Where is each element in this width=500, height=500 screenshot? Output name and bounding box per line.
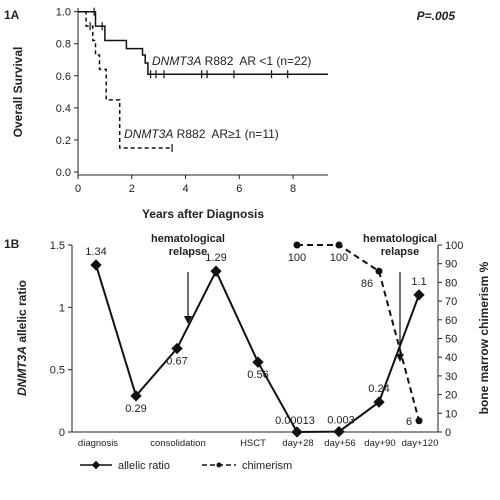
x-tick-label-1a: 2 (129, 183, 135, 195)
legend: allelic ratio chimerism (80, 460, 292, 472)
y-tick-label-1a: 1.0 (56, 7, 71, 19)
allelic-ratio-label: 0.003 (327, 415, 355, 427)
left-y-tick-label: 1 (59, 302, 65, 314)
x-tick-label-1a: 0 (75, 183, 81, 195)
y-ticks-1a: 0.0 0.2 0.4 0.6 0.8 1.0 (56, 7, 78, 179)
x-tick-label-1b: diagnosis (78, 438, 118, 449)
x-tick-labels-1b: diagnosis consolidation HSCT day+28 day+56 da… (78, 438, 438, 449)
chimerism-label: 86 (361, 278, 373, 290)
right-y-tick-label: 0 (445, 427, 451, 439)
allelic-ratio-point (90, 259, 102, 271)
allelic-ratio-label: 0.00013 (275, 415, 315, 427)
left-y-tick-label: 1.5 (50, 240, 65, 252)
y-tick-label-1a: 0.4 (56, 103, 71, 115)
chimerism-point (375, 267, 383, 275)
x-tick-label-1b: day+120 (402, 438, 439, 449)
allelic-ratio-label: 0.29 (125, 403, 146, 415)
y-tick-label-1a: 0.2 (56, 135, 71, 147)
right-y-tick-label: 20 (445, 390, 457, 402)
legend-marker-chimerism (216, 462, 222, 468)
relapse-annotation-text: hematological (363, 233, 437, 245)
chimerism-label: 100 (288, 252, 306, 264)
left-y-tick-label: 0 (59, 427, 65, 439)
x-tick-label-1a: 6 (236, 183, 242, 195)
series-lines-1b: 1.34 0.29 0.67 1.29 0.56 0.00013 0.003 0.24 1.1 1… (85, 241, 427, 438)
allelic-ratio-point (210, 265, 222, 277)
x-tick-label-1b: day+28 (282, 438, 313, 449)
right-y-tick-label: 70 (445, 296, 457, 308)
chimerism-label: 100 (330, 252, 348, 264)
allelic-ratio-point (171, 342, 183, 355)
right-y-tick-label: 80 (445, 277, 457, 289)
allelic-ratio-label: 0.67 (166, 355, 187, 367)
chimerism-point (415, 417, 423, 425)
chimerism-label: 6 (406, 416, 412, 428)
allelic-ratio-point (333, 425, 345, 438)
allelic-ratio-label: 0.56 (247, 369, 268, 381)
y-axis-label-1a: Overall Survival (11, 47, 25, 138)
series-label-high-ar: DNMT3A R882 AR≥1 (n=11) (124, 127, 279, 141)
relapse-arrow-head (396, 354, 404, 362)
x-tick-label-1a: 4 (182, 183, 188, 195)
allelic-ratio-label: 0.24 (368, 383, 389, 395)
chimerism-point (293, 241, 301, 249)
allelic-ratio-point (252, 356, 264, 368)
relapse-arrow-head (184, 316, 192, 324)
allelic-ratio-label: 1.34 (85, 246, 106, 258)
x-tick-label-1a: 8 (290, 183, 296, 195)
x-ticks-1a: 0 2 4 6 8 (75, 175, 296, 195)
right-y-tick-label: 30 (445, 371, 457, 383)
right-y-ticks: 0 10 20 30 40 50 60 70 80 90 100 (438, 240, 463, 439)
x-tick-label-1b: day+56 (324, 438, 355, 449)
allelic-ratio-point (413, 289, 425, 301)
relapse-annotation-text: relapse (381, 246, 420, 258)
y-tick-label-1a: 0.6 (56, 71, 71, 83)
right-y-axis-label: bone marrow chimerism % (477, 261, 491, 414)
left-y-tick-label: 0.5 (50, 365, 65, 377)
right-y-tick-label: 50 (445, 334, 457, 346)
right-y-tick-label: 60 (445, 315, 457, 327)
panel-1a: 1A P=.005 0.0 0.2 0.4 0.6 0.8 1.0 0 2 4 6 8 Overa… (4, 7, 455, 221)
allelic-ratio-point (291, 426, 303, 438)
p-value: P=.005 (417, 9, 456, 23)
series-label-low-ar: DNMT3A R882 AR <1 (n=22) (152, 54, 311, 68)
panel-1b: 1B 0 0.5 1 1.5 0 10 20 30 40 50 60 70 80 90 100 diagn… (4, 233, 491, 472)
right-y-tick-label: 40 (445, 352, 457, 364)
panel-label-1a: 1A (4, 8, 20, 22)
survival-curve-high-ar (78, 10, 173, 149)
legend-label-allelic-ratio: allelic ratio (118, 460, 170, 472)
survival-curve-low-ar (78, 10, 328, 75)
chimerism-line (297, 244, 420, 422)
panel-label-1b: 1B (4, 237, 20, 251)
x-tick-label-1b: consolidation (150, 438, 205, 449)
relapse-annotation-text: relapse (169, 246, 208, 258)
right-y-tick-label: 100 (445, 240, 463, 252)
allelic-ratio-label: 1.1 (411, 276, 426, 288)
relapse-annotation-text: hematological (151, 233, 225, 245)
right-y-tick-label: 90 (445, 259, 457, 271)
left-y-ticks: 0 0.5 1 1.5 (50, 240, 72, 439)
allelic-ratio-label: 1.29 (205, 252, 226, 264)
survival-curves (78, 7, 328, 152)
allelic-ratio-point (130, 390, 142, 402)
right-y-tick-label: 10 (445, 408, 457, 420)
chimerism-point (335, 241, 343, 249)
x-axis-label-1a: Years after Diagnosis (142, 207, 264, 221)
y-tick-label-1a: 0.0 (56, 167, 71, 179)
left-y-axis-label: DNMT3A allelic ratio (15, 280, 29, 396)
x-tick-label-1b: HSCT (240, 438, 266, 449)
y-tick-label-1a: 0.8 (56, 39, 71, 51)
allelic-ratio-point (373, 396, 385, 408)
legend-marker-allelic-ratio (91, 460, 101, 470)
x-tick-label-1b: day+90 (364, 438, 395, 449)
legend-label-chimerism: chimerism (242, 460, 292, 472)
